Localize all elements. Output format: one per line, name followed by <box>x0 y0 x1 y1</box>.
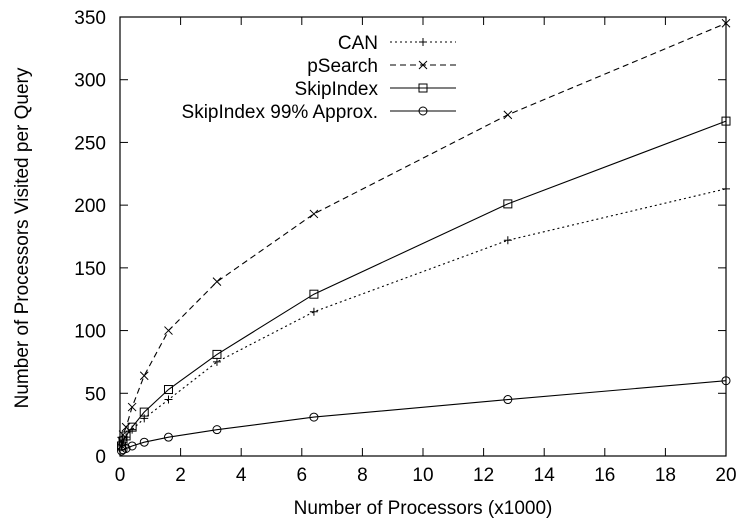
y-tick-label: 350 <box>74 8 106 29</box>
data-point <box>309 289 319 299</box>
data-point <box>309 412 319 422</box>
series-line <box>121 380 727 452</box>
plot-border <box>119 16 727 457</box>
series-can <box>117 184 730 450</box>
y-tick-label: 200 <box>74 196 106 217</box>
x-tick-label: 18 <box>655 465 676 486</box>
data-point <box>722 184 730 193</box>
data-point <box>117 446 127 456</box>
x-axis: 0 2 4 6 8 10 12 14 16 18 20 <box>115 17 737 486</box>
x-tick-label: 6 <box>297 465 308 486</box>
data-point <box>127 402 137 412</box>
x-tick-label: 16 <box>594 465 615 486</box>
legend-marker <box>418 106 428 116</box>
data-point <box>127 422 137 432</box>
data-point <box>164 395 173 404</box>
data-point <box>721 116 731 126</box>
series-skipindex-99-approx- <box>117 376 731 456</box>
y-tick-label: 150 <box>74 259 106 280</box>
x-tick-label: 12 <box>473 465 494 486</box>
legend-marker <box>418 60 428 70</box>
x-tick-label: 0 <box>115 465 126 486</box>
plot-frame <box>119 16 727 457</box>
data-point <box>503 110 513 120</box>
data-point <box>721 18 731 28</box>
series-psearch <box>117 18 731 446</box>
data-point <box>127 441 137 451</box>
data-point <box>117 441 127 451</box>
data-point <box>121 431 131 441</box>
legend-label: SkipIndex <box>295 79 379 100</box>
series-layer <box>117 18 731 456</box>
data-point <box>163 432 173 442</box>
legend-marker <box>419 38 427 46</box>
data-point <box>139 371 149 381</box>
data-point <box>121 443 131 453</box>
series-line <box>120 22 727 442</box>
series-line <box>120 120 727 447</box>
data-point <box>212 357 221 366</box>
data-point <box>503 199 513 209</box>
data-point <box>212 277 222 287</box>
legend-marker <box>418 83 428 93</box>
data-point <box>118 436 128 446</box>
y-tick-label: 50 <box>85 384 106 405</box>
x-tick-label: 20 <box>715 465 736 486</box>
series-line <box>120 188 727 447</box>
y-tick-label: 250 <box>74 133 106 154</box>
data-point <box>503 236 512 245</box>
data-point <box>212 425 222 435</box>
y-tick-label: 0 <box>95 447 106 468</box>
x-tick-label: 10 <box>412 465 433 486</box>
data-point <box>212 349 222 359</box>
data-point <box>121 422 131 432</box>
legend-label: SkipIndex 99% Approx. <box>182 102 378 123</box>
data-point <box>503 395 513 405</box>
x-axis-title: Number of Processors (x1000) <box>294 498 553 519</box>
data-point <box>721 376 731 386</box>
legend-label: CAN <box>338 33 378 54</box>
x-tick-label: 8 <box>357 465 368 486</box>
data-point <box>163 385 173 395</box>
y-tick-label: 100 <box>74 322 106 343</box>
x-tick-label: 4 <box>236 465 247 486</box>
data-point <box>309 209 319 219</box>
x-tick-label: 14 <box>534 465 556 486</box>
data-point <box>309 307 318 316</box>
data-point <box>139 407 149 417</box>
series-skipindex <box>117 116 731 451</box>
y-axis-title: Number of Processors Visited per Query <box>12 67 33 408</box>
y-axis: 0 50 100 150 200 250 300 350 <box>74 8 726 468</box>
data-point <box>139 437 149 447</box>
y-tick-label: 300 <box>74 71 106 92</box>
data-point <box>164 326 173 335</box>
legend-label: pSearch <box>307 56 378 77</box>
x-tick-label: 2 <box>175 465 186 486</box>
